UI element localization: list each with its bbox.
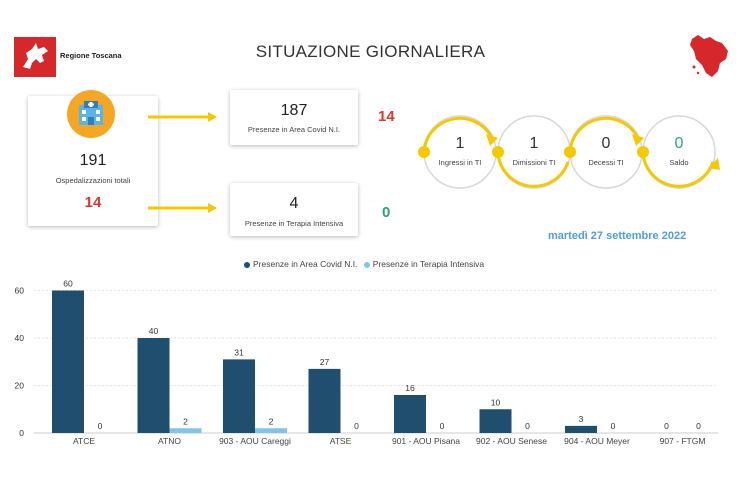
bar bbox=[52, 290, 84, 433]
hospital-icon bbox=[67, 90, 115, 138]
data-label: 27 bbox=[320, 357, 330, 367]
data-label: 0 bbox=[664, 421, 669, 431]
data-label: 0 bbox=[611, 421, 616, 431]
flow-value-dimissioni: 1 bbox=[529, 135, 539, 152]
total-hospitalizations-card: 191 Ospedalizzazioni totali 14 bbox=[28, 90, 158, 226]
bar bbox=[565, 425, 597, 433]
data-label: 10 bbox=[491, 397, 501, 407]
pegasus-icon bbox=[23, 43, 48, 69]
x-tick-label: 907 - FTGM bbox=[660, 436, 706, 446]
legend-label-ti: Presenze in Terapia Intensiva bbox=[372, 259, 485, 269]
flow-label-ingressi: Ingressi in TI bbox=[438, 158, 482, 167]
data-label: 2 bbox=[269, 416, 274, 426]
data-label: 0 bbox=[98, 421, 103, 431]
x-tick-label: ATCE bbox=[73, 436, 95, 446]
data-label: 3 bbox=[579, 414, 584, 424]
ti-value: 4 bbox=[289, 195, 299, 212]
bar bbox=[308, 368, 341, 433]
total-label: Ospedalizzazioni totali bbox=[55, 176, 131, 185]
covid-area-card: 187 Presenze in Area Covid N.I. bbox=[230, 90, 358, 145]
data-label: 0 bbox=[440, 421, 445, 431]
ti-flow-diagram bbox=[418, 115, 720, 189]
bar bbox=[223, 359, 255, 433]
x-tick-label: ATSE bbox=[330, 436, 352, 446]
x-tick-label: 901 - AOU Pisana bbox=[392, 436, 460, 446]
covid-label: Presenze in Area Covid N.I. bbox=[247, 125, 341, 134]
intensive-care-card: 4 Presenze in Terapia Intensiva bbox=[230, 183, 358, 236]
legend-swatch-covid bbox=[244, 261, 250, 268]
data-label: 31 bbox=[234, 347, 244, 357]
flow-value-decessi: 0 bbox=[601, 135, 611, 152]
flow-value-saldo: 0 bbox=[674, 135, 684, 152]
legend-swatch-ti bbox=[363, 261, 370, 268]
report-date: martedì 27 settembre 2022 bbox=[548, 230, 687, 242]
flow-label-decessi: Decessi TI bbox=[588, 158, 624, 167]
ti-delta: 0 bbox=[382, 204, 391, 221]
data-label: 0 bbox=[525, 421, 530, 431]
y-tick-label: 20 bbox=[15, 381, 25, 391]
flow-value-ingressi: 1 bbox=[455, 135, 465, 152]
bar bbox=[137, 338, 170, 433]
bar bbox=[394, 395, 426, 433]
total-delta: 14 bbox=[84, 194, 102, 211]
tuscany-map-icon bbox=[688, 33, 730, 84]
data-label: 16 bbox=[405, 383, 415, 393]
y-tick-label: 0 bbox=[19, 428, 24, 438]
chart-legend: Presenze in Area Covid N.I. Presenze in … bbox=[244, 259, 484, 269]
x-tick-label: 903 - AOU Careggi bbox=[219, 436, 291, 446]
x-tick-label: ATNO bbox=[158, 436, 181, 446]
page-title: SITUAZIONE GIORNALIERA bbox=[255, 42, 486, 61]
flow-label-dimissioni: Dimissioni TI bbox=[512, 158, 556, 167]
data-label: 0 bbox=[696, 421, 701, 431]
legend-label-covid: Presenze in Area Covid N.I. bbox=[253, 259, 358, 269]
arrows-to-cards bbox=[148, 112, 217, 213]
y-tick-label: 60 bbox=[15, 286, 25, 296]
bar bbox=[169, 428, 202, 433]
data-label: 0 bbox=[354, 421, 359, 431]
bar bbox=[255, 428, 287, 433]
ti-label: Presenze in Terapia Intensiva bbox=[244, 219, 344, 228]
total-value: 191 bbox=[79, 152, 107, 169]
data-label: 60 bbox=[63, 279, 73, 289]
flow-label-saldo: Saldo bbox=[669, 158, 689, 167]
y-tick-label: 40 bbox=[15, 333, 25, 343]
x-tick-label: 902 - AOU Senese bbox=[476, 436, 547, 446]
covid-value: 187 bbox=[280, 102, 308, 119]
logo-text: Regione Toscana bbox=[60, 51, 122, 60]
x-tick-label: 904 - AOU Meyer bbox=[564, 436, 630, 446]
bar bbox=[479, 409, 512, 433]
data-label: 40 bbox=[149, 326, 159, 336]
data-label: 2 bbox=[183, 416, 188, 426]
covid-delta: 14 bbox=[378, 108, 395, 125]
regione-toscana-logo bbox=[14, 37, 56, 77]
